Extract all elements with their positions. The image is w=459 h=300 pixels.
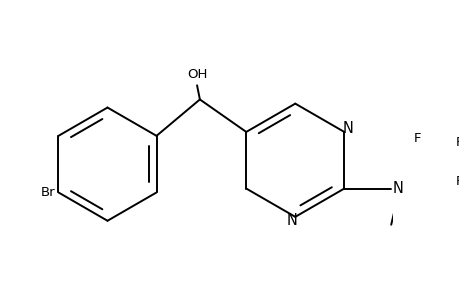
Text: N: N [341, 121, 353, 136]
Text: Br: Br [41, 186, 56, 199]
Text: N: N [286, 213, 297, 228]
Text: F: F [454, 175, 459, 188]
Text: F: F [454, 136, 459, 148]
Text: N: N [392, 181, 403, 196]
Text: OH: OH [186, 68, 207, 81]
Text: F: F [413, 132, 421, 145]
